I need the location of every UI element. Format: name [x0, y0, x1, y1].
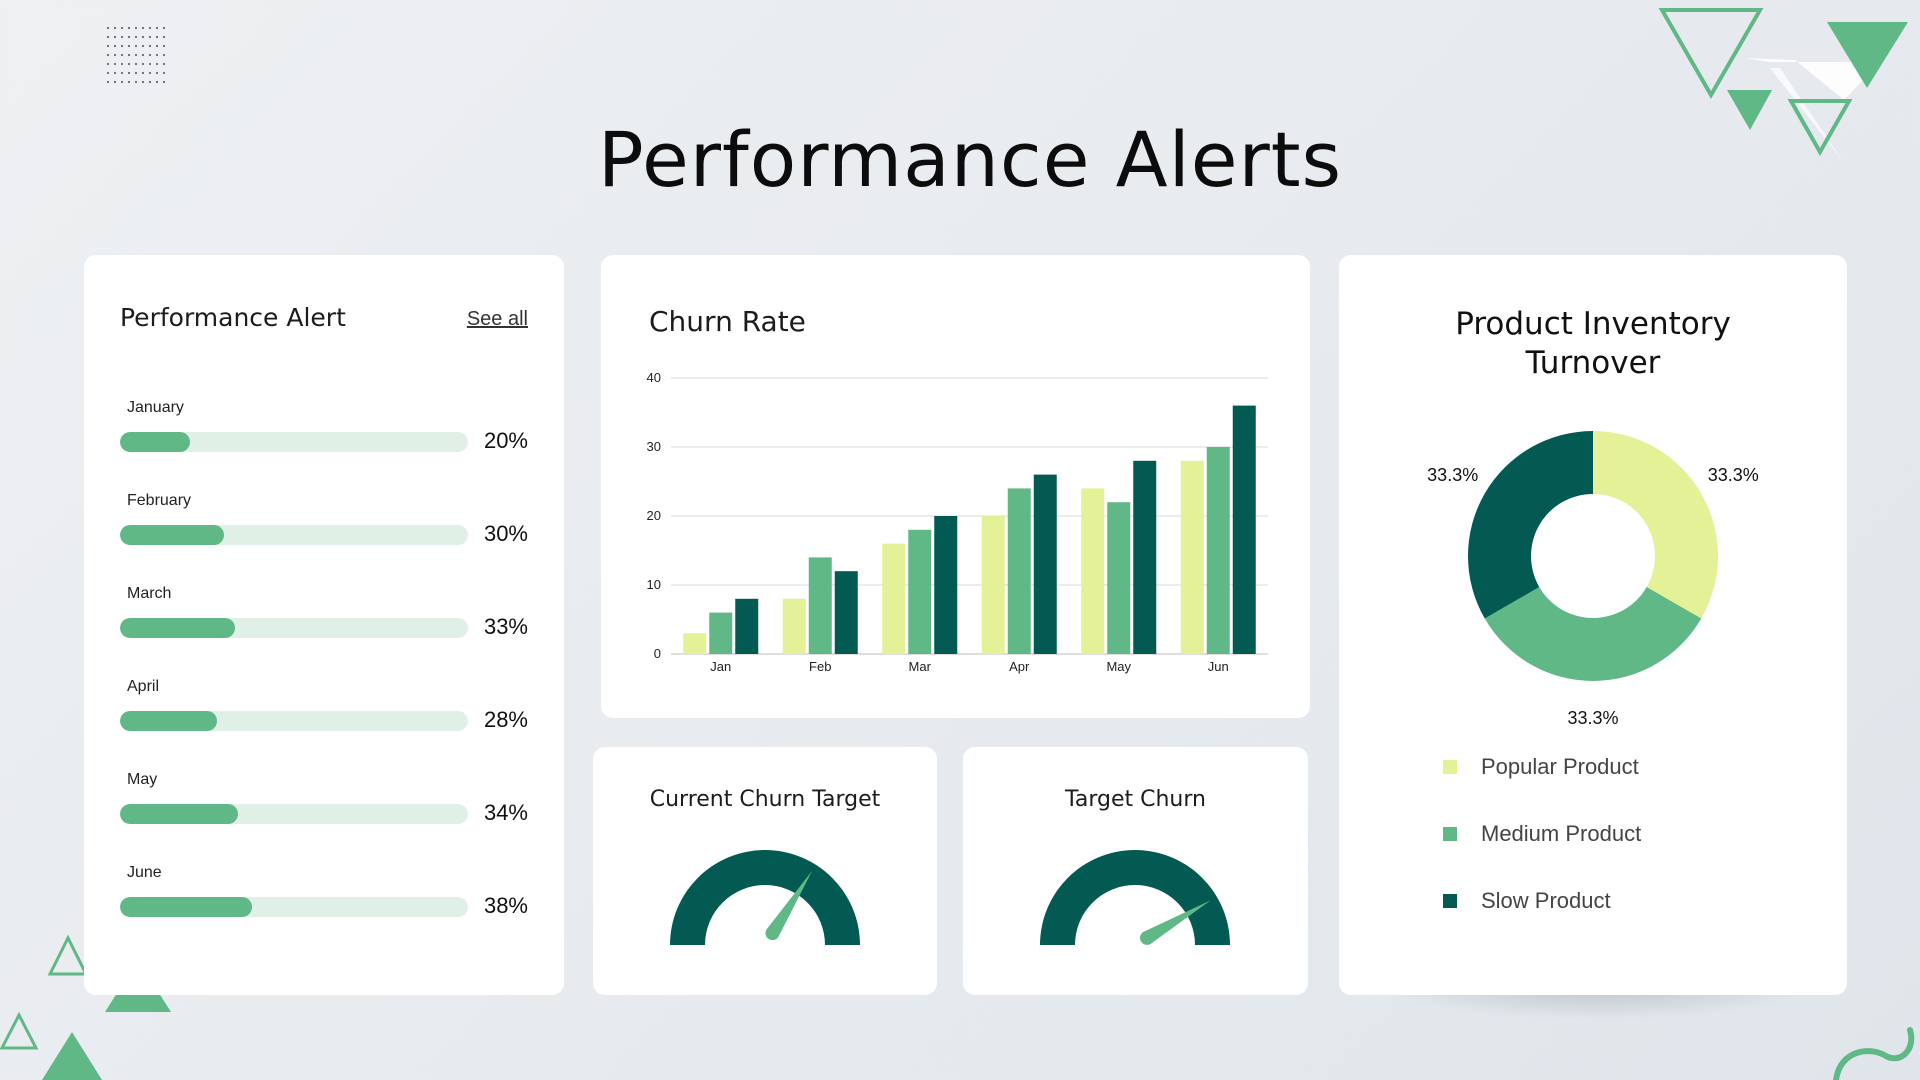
page-title: Performance Alerts — [597, 115, 1343, 204]
x-tick-label: Jan — [710, 659, 731, 674]
alert-row: June 38% — [120, 864, 528, 930]
donut-value-label: 33.3% — [1427, 465, 1478, 485]
see-all-link[interactable]: See all — [466, 308, 528, 330]
gauge-needle-hub — [765, 926, 780, 941]
alert-month: April — [127, 678, 160, 695]
alert-month: March — [127, 585, 172, 602]
alert-progress-fill — [120, 618, 235, 638]
gauge-needle-hub — [1140, 930, 1155, 945]
alert-progress-track — [120, 711, 468, 731]
churn-bar — [782, 598, 806, 654]
alert-row: April 28% — [120, 678, 528, 744]
churn-bar — [1033, 474, 1057, 654]
churn-bar — [808, 557, 832, 654]
target-churn-title: Target Churn — [1065, 787, 1206, 812]
churn-bar — [735, 598, 759, 654]
y-tick-label: 30 — [647, 439, 661, 454]
legend-swatch — [1443, 894, 1457, 908]
y-tick-label: 40 — [647, 370, 661, 385]
alert-month: June — [127, 864, 162, 881]
alert-row: March 33% — [120, 585, 528, 651]
donut-value-label: 33.3% — [1708, 465, 1759, 485]
alert-value: 30% — [483, 521, 528, 546]
alert-progress-track — [120, 897, 468, 917]
alert-progress-fill — [120, 711, 218, 731]
legend-swatch — [1443, 827, 1457, 841]
performance-alert-title: Performance Alert — [120, 303, 346, 332]
performance-alert-card: Performance Alert See all January 20% Febr… — [84, 255, 564, 995]
target-churn-card: Target Churn — [963, 747, 1308, 995]
churn-bar — [709, 612, 733, 654]
target-churn-gauge — [1040, 850, 1230, 945]
churn-bar — [1107, 502, 1131, 654]
y-tick-label: 10 — [647, 577, 661, 592]
alert-progress-fill — [120, 525, 225, 545]
x-tick-label: Apr — [1009, 659, 1030, 674]
gauge-arc — [1040, 850, 1230, 945]
product-inventory-card: Product Inventory Turnover 33.3% 33.3% 33.… — [1339, 255, 1847, 995]
churn-bar — [981, 516, 1005, 654]
donut-value-label: 33.3% — [1567, 708, 1618, 728]
churn-bar — [1206, 447, 1230, 654]
alert-value: 20% — [483, 428, 528, 453]
churn-bar — [934, 516, 958, 654]
donut-slice — [1468, 431, 1593, 619]
churn-bar — [908, 529, 932, 654]
triangle-decoration-top-right — [1658, 8, 1908, 160]
legend-swatch — [1443, 760, 1457, 774]
churn-bar — [683, 633, 707, 654]
alert-progress-track — [120, 432, 468, 452]
churn-rate-title: Churn Rate — [649, 305, 806, 338]
x-tick-label: Feb — [809, 659, 831, 674]
alert-progress-fill — [120, 897, 253, 917]
donut-slice — [1484, 587, 1702, 681]
x-tick-label: May — [1106, 659, 1131, 674]
alert-month: February — [127, 492, 192, 509]
alert-row: January 20% — [120, 399, 528, 465]
x-tick-label: Jun — [1208, 659, 1229, 674]
churn-rate-chart: 0 10 20 30 40 Jan Feb Mar Apr May Jun — [647, 370, 1268, 674]
churn-bar — [1081, 488, 1105, 654]
gauge-needle — [1143, 900, 1211, 944]
alert-value: 34% — [483, 800, 528, 825]
churn-bar — [1007, 488, 1031, 654]
alert-progress-fill — [120, 804, 239, 824]
alert-month: May — [127, 771, 158, 788]
churn-bar — [882, 543, 906, 654]
current-churn-target-card: Current Churn Target — [593, 747, 937, 995]
alert-row: May 34% — [120, 771, 528, 837]
alert-progress-fill — [120, 432, 190, 452]
donut-slice — [1593, 431, 1718, 619]
legend-label: Popular Product — [1481, 754, 1639, 779]
x-tick-label: Mar — [909, 659, 932, 674]
inventory-donut-chart: 33.3% 33.3% 33.3% — [1427, 431, 1759, 728]
y-tick-label: 0 — [654, 646, 661, 661]
alert-value: 28% — [483, 707, 528, 732]
churn-bar — [1232, 405, 1256, 654]
alert-row: February 30% — [120, 492, 528, 558]
alert-progress-track — [120, 618, 468, 638]
current-churn-target-title: Current Churn Target — [649, 787, 881, 812]
squiggle-decoration — [1833, 1027, 1915, 1080]
dot-grid-decoration — [106, 26, 166, 84]
product-inventory-title-line2: Turnover — [1525, 345, 1661, 381]
current-churn-target-gauge — [670, 850, 860, 945]
alert-progress-track — [120, 804, 468, 824]
gauge-needle — [766, 870, 813, 937]
alert-value: 33% — [483, 614, 528, 639]
legend-label: Medium Product — [1481, 821, 1642, 846]
churn-bar — [834, 571, 858, 654]
legend-label: Slow Product — [1481, 888, 1611, 913]
churn-bar — [1133, 460, 1157, 654]
churn-bar — [1180, 460, 1204, 654]
alert-value: 38% — [483, 893, 528, 918]
alert-month: January — [127, 399, 184, 416]
gauge-arc — [670, 850, 860, 945]
alert-progress-track — [120, 525, 468, 545]
product-inventory-title: Product Inventory Turnover — [1339, 305, 1847, 383]
y-tick-label: 20 — [647, 508, 661, 523]
churn-rate-card: 0 10 20 30 40 Jan Feb Mar Apr May Jun Churn Rate — [601, 255, 1310, 718]
product-inventory-title-line1: Product Inventory — [1455, 306, 1731, 342]
